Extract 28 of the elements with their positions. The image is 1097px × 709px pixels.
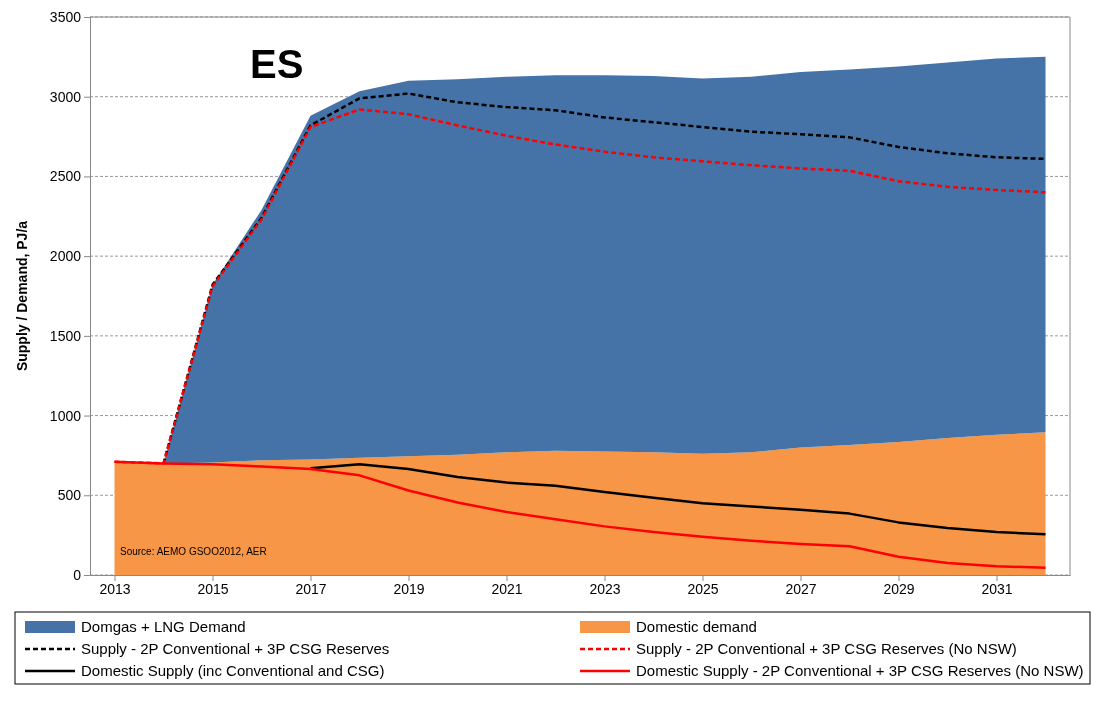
y-tick-label: 0 [73, 566, 82, 583]
x-tick-label: 2023 [589, 580, 621, 597]
x-tick-label: 2017 [295, 580, 327, 597]
y-tick-label: 3500 [49, 8, 82, 25]
x-tick-label: 2031 [981, 580, 1013, 597]
x-tick-label: 2021 [491, 580, 523, 597]
y-tick-label: 2000 [49, 248, 82, 265]
legend-label: Domestic Supply - 2P Conventional + 3P CSG Reserves (No NSW) [636, 662, 1084, 679]
legend-label: Supply - 2P Conventional + 3P CSG Reserves [81, 640, 390, 657]
x-tick-label: 2015 [197, 580, 229, 597]
x-tick-label: 2013 [99, 580, 131, 597]
x-tick-label: 2019 [393, 580, 425, 597]
x-tick-label: 2029 [883, 580, 915, 597]
x-tick-label: 2027 [785, 580, 817, 597]
legend-label: Domestic Supply (inc Conventional and CSG) [81, 662, 385, 679]
y-tick-label: 1500 [49, 327, 82, 344]
y-tick-label: 3000 [49, 88, 82, 105]
y-tick-label: 2500 [49, 168, 82, 185]
text: ES [250, 42, 304, 86]
legend-label: Supply - 2P Conventional + 3P CSG Reserves (No NSW) [636, 640, 1017, 657]
y-axis-title: Supply / Demand, PJ/a [14, 220, 30, 372]
legend-label: Domgas + LNG Demand [81, 618, 246, 635]
legend-label: Domestic demand [636, 618, 757, 635]
y-tick-label: 1000 [49, 407, 82, 424]
annotation: Source: AEMO GSOO2012, AER [120, 546, 267, 557]
line-series [309, 462, 1047, 536]
y-tick-label: 500 [57, 487, 82, 504]
x-tick-label: 2025 [687, 580, 719, 597]
